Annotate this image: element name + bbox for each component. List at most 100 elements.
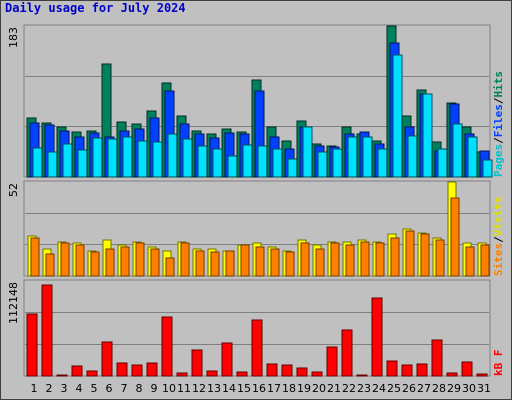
legend-part: Pages [492, 144, 505, 177]
bar-pages-day-18 [287, 158, 298, 178]
bar-kb-day-9 [146, 362, 158, 377]
legend-part: / [492, 236, 505, 243]
x-tick-label-day-17: 17 [267, 382, 281, 395]
bar-pages-day-13 [212, 148, 223, 178]
x-tick-label-day-3: 3 [61, 382, 68, 395]
bar-pages-day-16 [257, 145, 268, 178]
y-max-label-hits-files-pages: 183 [7, 27, 20, 48]
bar-pages-day-5 [92, 137, 103, 178]
bar-sites-day-9 [150, 248, 160, 277]
bar-sites-day-7 [120, 246, 130, 277]
x-tick-label-day-7: 7 [121, 382, 128, 395]
bar-pages-day-21 [332, 148, 343, 178]
bar-sites-day-20 [315, 248, 325, 277]
bar-sites-day-12 [195, 250, 205, 277]
bar-pages-day-2 [47, 151, 58, 178]
x-tick-label-day-31: 31 [477, 382, 491, 395]
bar-pages-day-26 [407, 135, 418, 178]
bar-kb-day-13 [206, 370, 218, 377]
bar-pages-day-22 [347, 136, 358, 178]
x-tick-label-day-12: 12 [192, 382, 206, 395]
x-tick-label-day-5: 5 [91, 382, 98, 395]
x-tick-label-day-16: 16 [252, 382, 266, 395]
x-tick-label-day-9: 9 [151, 382, 158, 395]
bar-sites-day-1 [30, 237, 40, 277]
bar-pages-day-7 [122, 136, 133, 178]
bar-pages-day-27 [422, 93, 433, 178]
bar-sites-day-15 [240, 244, 250, 277]
bar-kb-day-12 [191, 349, 203, 377]
bar-kb-day-27 [416, 363, 428, 377]
x-tick-label-day-23: 23 [357, 382, 371, 395]
bar-pages-day-6 [107, 138, 118, 178]
bar-pages-day-3 [62, 143, 73, 178]
x-tick-label-day-25: 25 [387, 382, 401, 395]
bar-pages-day-1 [32, 147, 43, 178]
bar-sites-day-11 [180, 242, 190, 277]
bar-pages-day-17 [272, 148, 283, 178]
legend-part: F [492, 350, 505, 363]
x-tick-label-day-15: 15 [237, 382, 251, 395]
bar-pages-day-19 [302, 126, 313, 178]
legend-part: Files [492, 104, 505, 137]
bar-kb-day-10 [161, 316, 173, 377]
bar-kb-day-30 [461, 361, 473, 377]
bar-kb-day-11 [176, 372, 188, 377]
bar-kb-day-22 [341, 329, 353, 377]
bar-sites-day-8 [135, 242, 145, 277]
bar-kb-day-21 [326, 346, 338, 377]
x-tick-label-day-20: 20 [312, 382, 326, 395]
x-tick-label-day-13: 13 [207, 382, 221, 395]
x-tick-label-day-18: 18 [282, 382, 296, 395]
bar-kb-day-20 [311, 371, 323, 377]
bar-pages-day-29 [452, 123, 463, 178]
bar-sites-day-5 [90, 251, 100, 277]
bar-sites-day-28 [435, 239, 445, 277]
bar-sites-day-4 [75, 244, 85, 277]
bar-sites-day-10 [165, 257, 175, 277]
x-tick-label-day-19: 19 [297, 382, 311, 395]
bar-sites-day-23 [360, 241, 370, 277]
right-legend-hits-files-pages: Pages/Files/Hits [492, 71, 505, 177]
bar-kb-day-18 [281, 364, 293, 377]
bar-kb-day-25 [386, 360, 398, 377]
x-tick-label-day-22: 22 [342, 382, 356, 395]
bar-sites-day-19 [300, 242, 310, 277]
bar-sites-day-24 [375, 242, 385, 277]
bar-pages-day-10 [167, 133, 178, 178]
bar-kb-day-3 [56, 374, 68, 377]
legend-part: kB [492, 362, 505, 376]
bar-kb-day-14 [221, 342, 233, 377]
bar-sites-day-6 [105, 248, 115, 277]
legend-part: Sites [492, 243, 505, 276]
bar-sites-day-25 [390, 237, 400, 277]
bar-kb-day-16 [251, 319, 263, 377]
bar-sites-day-2 [45, 253, 55, 277]
x-tick-label-day-27: 27 [417, 382, 431, 395]
right-legend-kbytes: kB F [492, 350, 505, 377]
bar-pages-day-4 [77, 149, 88, 178]
bar-kb-day-29 [446, 372, 458, 377]
bar-kb-day-4 [71, 365, 83, 377]
x-tick-label-day-14: 14 [222, 382, 236, 395]
bar-pages-day-12 [197, 145, 208, 178]
bar-kb-day-23 [356, 374, 368, 377]
legend-part: / [492, 97, 505, 104]
bar-sites-day-13 [210, 251, 220, 277]
bar-kb-day-19 [296, 367, 308, 377]
y-max-label-kbytes: 112148 [7, 282, 20, 324]
bar-pages-day-9 [152, 141, 163, 178]
bar-pages-day-8 [137, 140, 148, 178]
x-tick-label-day-24: 24 [372, 382, 386, 395]
x-tick-label-day-10: 10 [162, 382, 176, 395]
bar-pages-day-28 [437, 148, 448, 178]
legend-part: / [492, 137, 505, 144]
x-tick-label-day-8: 8 [136, 382, 143, 395]
bar-kb-day-6 [101, 341, 113, 377]
legend-part: Hits [492, 71, 505, 98]
bar-pages-day-23 [362, 136, 373, 178]
x-tick-label-day-21: 21 [327, 382, 341, 395]
bar-sites-day-18 [285, 251, 295, 277]
bar-pages-day-11 [182, 138, 193, 178]
